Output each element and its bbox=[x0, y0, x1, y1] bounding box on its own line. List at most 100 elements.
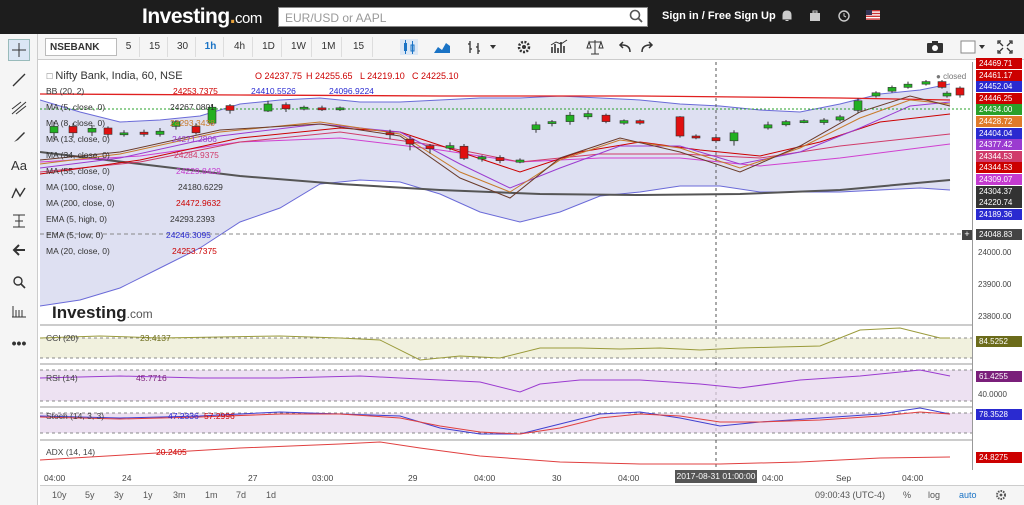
more-tools-icon[interactable]: ••• bbox=[11, 335, 27, 351]
compare-scales-icon[interactable] bbox=[586, 39, 604, 55]
indicator-value-0-2: 24096.9224 bbox=[329, 86, 374, 96]
indicator-label-3[interactable]: MA (13, close, 0) bbox=[46, 134, 110, 144]
stoch-panel-title[interactable]: Stoch (14, 3, 3) bbox=[46, 411, 105, 421]
indicator-label-5[interactable]: MA (55, close, 0) bbox=[46, 166, 110, 176]
brush-icon[interactable] bbox=[8, 126, 30, 148]
indicator-label-7[interactable]: MA (200, close, 0) bbox=[46, 198, 115, 208]
price-tag-9: 24344.53 bbox=[976, 162, 1022, 174]
layout-select-icon[interactable] bbox=[960, 39, 986, 55]
chevron-down-icon[interactable] bbox=[488, 39, 498, 55]
rsi-axis-label: 40.0000 bbox=[978, 390, 1007, 399]
text-tool-icon[interactable]: Aa bbox=[11, 157, 27, 173]
indicator-label-1[interactable]: MA (5, close, 0) bbox=[46, 102, 106, 112]
interval-1h[interactable]: 1h bbox=[198, 37, 224, 57]
candle-body bbox=[425, 145, 435, 150]
log-scale-toggle[interactable]: log bbox=[928, 490, 941, 500]
us-flag-icon[interactable] bbox=[866, 10, 880, 20]
candle-body bbox=[335, 107, 345, 111]
time-label-0: 04:00 bbox=[44, 473, 66, 483]
clock-icon[interactable] bbox=[837, 9, 851, 23]
redo-icon[interactable] bbox=[638, 39, 656, 55]
range-7d[interactable]: 7d bbox=[236, 490, 247, 500]
interval-1w[interactable]: 1W bbox=[286, 37, 312, 57]
indicator-value-3-0: 24271.2806 bbox=[172, 134, 217, 144]
zoom-icon[interactable] bbox=[8, 271, 30, 293]
ruler-icon[interactable] bbox=[8, 300, 30, 322]
time-label-4: 29 bbox=[408, 473, 418, 483]
range-3m[interactable]: 3m bbox=[173, 490, 186, 500]
settings-gear-icon[interactable] bbox=[995, 489, 1007, 501]
indicator-label-6[interactable]: MA (100, close, 0) bbox=[46, 182, 115, 192]
range-10y[interactable]: 10y bbox=[52, 490, 67, 500]
stoch-panel-value-d: 57.2996 bbox=[204, 411, 235, 421]
range-1y[interactable]: 1y bbox=[143, 490, 153, 500]
adx-panel-title[interactable]: ADX (14, 14) bbox=[46, 447, 96, 457]
range-1d[interactable]: 1d bbox=[266, 490, 277, 500]
price-chart[interactable] bbox=[40, 62, 972, 470]
interval-1mo[interactable]: 1M bbox=[316, 37, 342, 57]
add-alert-icon[interactable]: + bbox=[962, 230, 972, 240]
range-5y[interactable]: 5y bbox=[85, 490, 95, 500]
candle-body bbox=[385, 132, 395, 136]
gear-icon[interactable] bbox=[515, 39, 533, 55]
candle-body bbox=[191, 126, 201, 134]
candle-body bbox=[799, 120, 809, 123]
sign-in-link[interactable]: Sign in / Free Sign Up bbox=[662, 10, 776, 22]
candle-body bbox=[155, 130, 165, 135]
investing-logo[interactable]: Investing.com bbox=[142, 5, 262, 28]
price-tag-12: 24220.74 bbox=[976, 197, 1022, 209]
search-input[interactable]: EUR/USD or AAPL bbox=[278, 7, 648, 27]
indicators-icon[interactable] bbox=[550, 39, 568, 55]
candle-body bbox=[711, 137, 721, 142]
indicator-value-9-0: 24246.3095 bbox=[166, 230, 211, 240]
fibonacci-icon[interactable] bbox=[8, 97, 30, 119]
camera-icon[interactable] bbox=[925, 39, 945, 55]
indicator-value-1-0: 24267.0801 bbox=[170, 102, 215, 112]
investing-watermark: Investing.com bbox=[52, 303, 153, 322]
indicator-label-10[interactable]: MA (20, close, 0) bbox=[46, 246, 110, 256]
range-1m[interactable]: 1m bbox=[205, 490, 218, 500]
interval-1d[interactable]: 1D bbox=[256, 37, 282, 57]
time-label-9: Sep bbox=[836, 473, 852, 483]
symbol-input[interactable]: NSEBANK bbox=[45, 38, 117, 56]
interval-4h[interactable]: 4h bbox=[227, 37, 253, 57]
cci-panel-title[interactable]: CCI (20) bbox=[46, 333, 79, 343]
interval-custom-dropdown[interactable]: 15 bbox=[345, 37, 373, 57]
pattern-icon[interactable] bbox=[8, 182, 30, 204]
trend-line-icon[interactable] bbox=[8, 69, 30, 91]
rsi-panel-title[interactable]: RSI (14) bbox=[46, 373, 78, 383]
candle-body bbox=[601, 114, 611, 122]
range-3y[interactable]: 3y bbox=[114, 490, 124, 500]
back-arrow-icon[interactable] bbox=[8, 239, 30, 261]
price-tag-11: 24304.37 bbox=[976, 185, 1022, 197]
fullscreen-icon[interactable] bbox=[996, 39, 1014, 55]
undo-icon[interactable] bbox=[616, 39, 634, 55]
crosshair-tool-icon[interactable] bbox=[8, 39, 30, 61]
search-icon[interactable] bbox=[628, 8, 644, 24]
percent-scale-toggle[interactable]: % bbox=[903, 490, 912, 500]
stoch-panel-value-k: 47.2336 bbox=[168, 411, 199, 421]
interval-5m[interactable]: 5 bbox=[118, 37, 140, 57]
indicator-value-0-1: 24410.5526 bbox=[251, 86, 296, 96]
measure-icon[interactable] bbox=[8, 210, 30, 232]
candles-chart-icon[interactable] bbox=[400, 39, 418, 55]
indicator-label-2[interactable]: MA (8, close, 0) bbox=[46, 118, 106, 128]
auto-scale-toggle[interactable]: auto bbox=[959, 490, 977, 500]
candle-body bbox=[565, 114, 575, 122]
bell-icon[interactable] bbox=[780, 9, 794, 23]
price-tag-5: 24428.72 bbox=[976, 116, 1022, 127]
indicator-label-8[interactable]: EMA (5, high, 0) bbox=[46, 214, 107, 224]
bar-style-icon[interactable] bbox=[466, 39, 484, 55]
candle-body bbox=[937, 81, 947, 88]
candle-body bbox=[729, 132, 739, 142]
price-tag-4: 24434.00 bbox=[976, 104, 1022, 116]
stoch-k-line bbox=[40, 407, 951, 435]
briefcase-icon[interactable] bbox=[808, 9, 822, 23]
indicator-label-4[interactable]: MA (34, close, 0) bbox=[46, 150, 110, 160]
area-chart-icon[interactable] bbox=[433, 39, 451, 55]
interval-30m[interactable]: 30 bbox=[170, 37, 196, 57]
interval-15m[interactable]: 15 bbox=[142, 37, 168, 57]
indicator-label-0[interactable]: BB (20, 2) bbox=[46, 86, 85, 96]
indicator-label-9[interactable]: EMA (5, low, 0) bbox=[46, 230, 104, 240]
candle-body bbox=[225, 105, 235, 111]
